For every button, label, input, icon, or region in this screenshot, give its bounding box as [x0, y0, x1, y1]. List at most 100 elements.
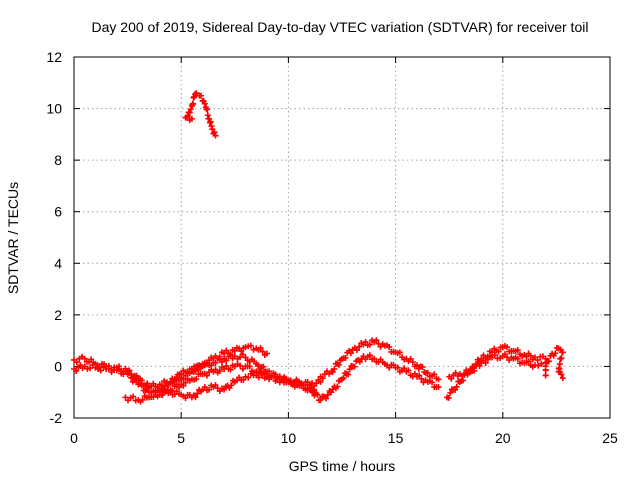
data-point-fill: [471, 367, 478, 374]
data-point-fill: [227, 352, 234, 359]
data-point-fill: [504, 344, 511, 351]
axis-ticks: [73, 56, 611, 419]
data-point-fill: [116, 366, 123, 373]
data-point-fill: [401, 356, 408, 363]
data-point-fill: [122, 368, 129, 375]
data-point-fill: [319, 375, 326, 382]
plot-frame: [73, 56, 611, 419]
data-point-fill: [257, 344, 264, 351]
data-point-fill: [164, 386, 171, 393]
data-point-fill: [193, 363, 200, 370]
data-point-fill: [111, 367, 118, 374]
data-point-fill: [73, 359, 80, 366]
data-point-fill: [345, 371, 352, 378]
data-point-fill: [324, 391, 331, 398]
y-tick-label: 10: [46, 101, 62, 117]
data-point-fill: [197, 388, 204, 395]
data-point-fill: [272, 373, 279, 380]
data-point-fill: [139, 396, 146, 403]
data-point: [538, 360, 545, 367]
data-point-fill: [138, 377, 145, 384]
data-point-fill: [227, 366, 234, 373]
data-point-fill: [354, 347, 361, 354]
data-point-fill: [229, 362, 236, 369]
data-point: [209, 126, 216, 133]
data-point-fill: [459, 377, 466, 384]
data-point-fill: [315, 376, 322, 383]
data-point-fill: [366, 341, 373, 348]
data-point-fill: [313, 380, 320, 387]
data-point-fill: [201, 384, 208, 391]
data-point-fill: [238, 348, 245, 355]
data-point-fill: [453, 383, 460, 390]
data-point-fill: [126, 370, 133, 377]
data-point-fill: [176, 384, 183, 391]
x-tick-label: 10: [281, 430, 297, 446]
x-tick-label: 5: [177, 430, 185, 446]
data-point-fill: [216, 368, 223, 375]
y-tick-label: 6: [54, 204, 62, 220]
data-point-fill: [314, 391, 321, 398]
data-point-fill: [394, 364, 401, 371]
data-point-fill: [207, 118, 214, 125]
data-point-fill: [529, 363, 536, 370]
data-point-fill: [203, 372, 210, 379]
data-point-fill: [206, 119, 213, 126]
grid-lines: [74, 57, 610, 418]
data-point-fill: [334, 383, 341, 390]
data-point-fill: [132, 397, 139, 404]
y-tick-label: -2: [50, 410, 63, 426]
data-point-fill: [180, 382, 187, 389]
series-s5: [317, 337, 442, 383]
data-point-fill: [239, 365, 246, 372]
data-point-fill: [308, 384, 315, 391]
data-point-fill: [192, 91, 199, 98]
data-point-fill: [176, 377, 183, 384]
data-point-fill: [97, 367, 104, 374]
data-point-fill: [431, 371, 438, 378]
data-point-fill: [534, 357, 541, 364]
data-point-fill: [208, 362, 215, 369]
data-point-fill: [369, 356, 376, 363]
data-point-fill: [340, 374, 347, 381]
data-point-fill: [335, 361, 342, 368]
data-point-fill: [540, 353, 546, 360]
data-point-fill: [162, 383, 169, 390]
data-point-fill: [497, 344, 504, 351]
data-point-fill: [260, 363, 267, 370]
data-point-fill: [223, 357, 230, 364]
data-point-fill: [558, 371, 565, 378]
y-tick-labels: -2 0 2 4 6 8 10 12: [46, 49, 62, 426]
data-point-fill: [255, 374, 262, 381]
data-point-fill: [182, 395, 189, 402]
data-point-fill: [486, 352, 493, 359]
x-tick-label: 0: [70, 430, 78, 446]
data-point-fill: [527, 352, 534, 359]
data-point-fill: [452, 386, 459, 393]
data-point-fill: [416, 372, 423, 379]
data-point-fill: [362, 338, 369, 345]
data-point-fill: [89, 361, 96, 368]
data-point-fill: [250, 372, 257, 379]
data-point-fill: [245, 374, 252, 381]
data-point-fill: [304, 382, 311, 389]
data-point-fill: [79, 353, 86, 360]
series-s7: [446, 351, 545, 382]
data-point-fill: [287, 378, 294, 385]
data-point-fill: [356, 343, 363, 350]
data-point-fill: [228, 382, 235, 389]
data-point-fill: [351, 363, 358, 370]
data-point-fill: [411, 370, 418, 377]
data-point-fill: [347, 350, 354, 357]
data-point-fill: [229, 347, 236, 354]
data-point-fill: [461, 371, 468, 378]
y-tick-label: 12: [46, 49, 62, 65]
data-point-fill: [212, 359, 219, 366]
data-point-fill: [447, 389, 454, 396]
data-point-fill: [390, 361, 397, 368]
data-point-fill: [73, 367, 80, 374]
data-point-fill: [484, 356, 491, 363]
series-s8: [542, 344, 566, 382]
data-point: [193, 90, 200, 97]
